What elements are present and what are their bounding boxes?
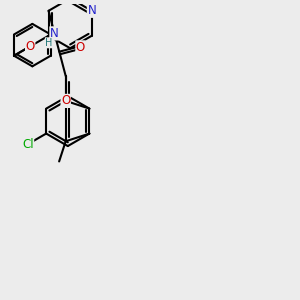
- Text: O: O: [26, 40, 35, 53]
- Text: N: N: [87, 4, 96, 17]
- Text: N: N: [50, 27, 58, 40]
- Text: O: O: [61, 94, 70, 107]
- Text: Cl: Cl: [22, 138, 34, 151]
- Text: O: O: [76, 41, 85, 54]
- Text: H: H: [45, 38, 53, 48]
